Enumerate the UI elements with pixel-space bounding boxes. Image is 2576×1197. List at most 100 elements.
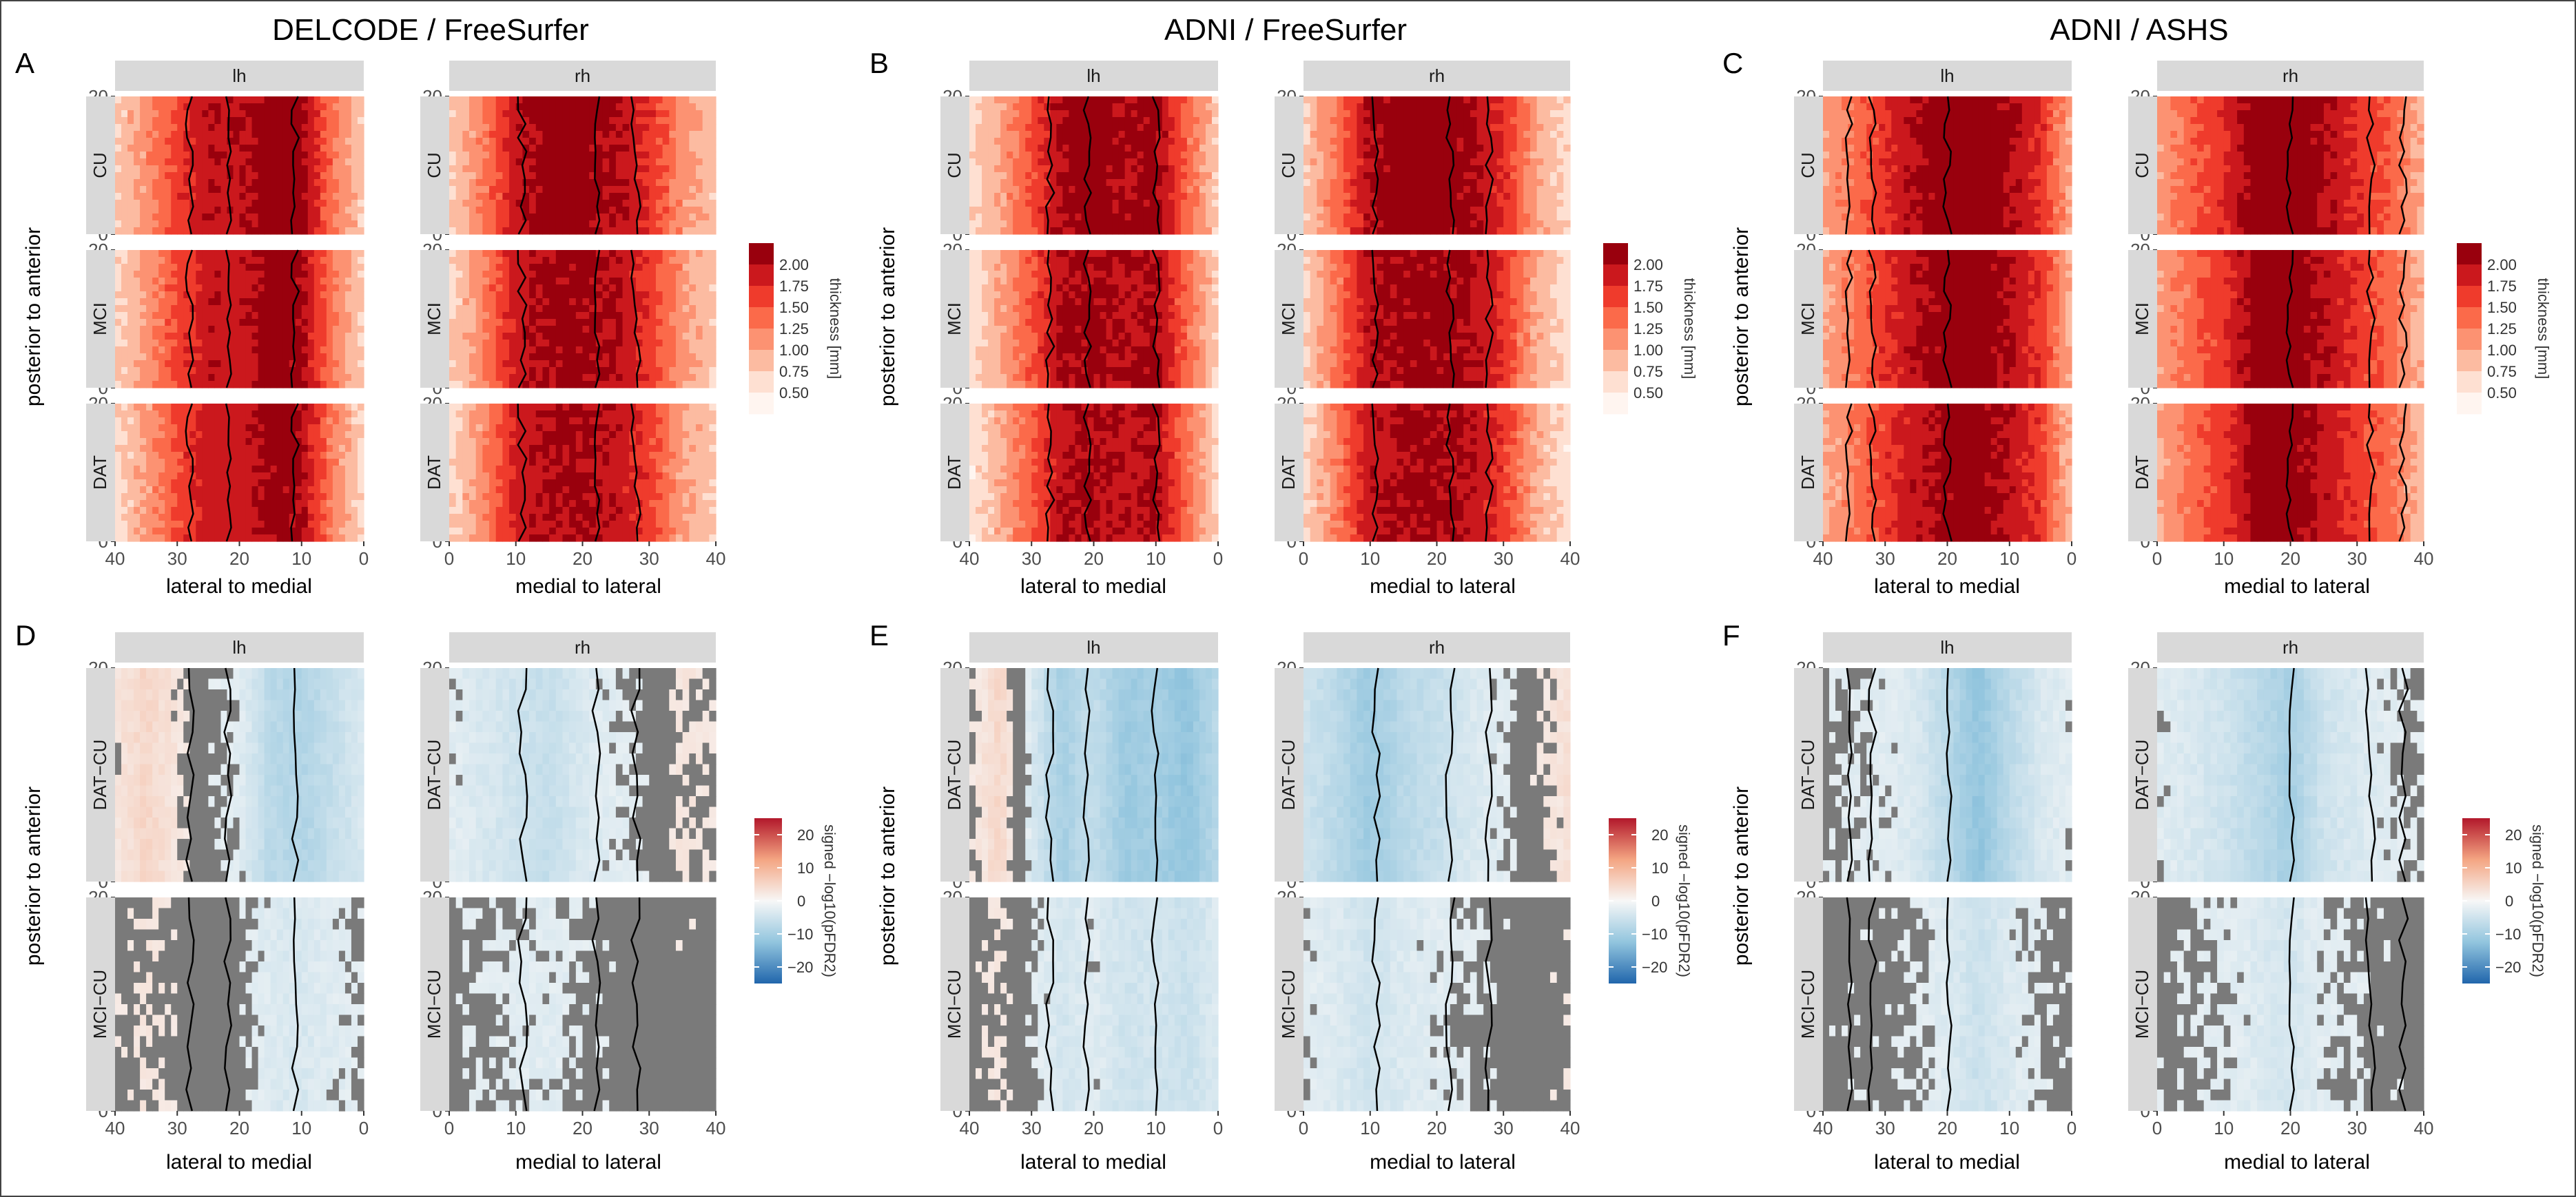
heatmap-cell [615,257,624,264]
heatmap-cell [602,179,610,187]
heatmap-cell [276,528,284,535]
heatmap-cell [655,158,663,166]
heatmap-cell [535,291,544,299]
heatmap-cell [509,424,517,432]
heatmap-cell [475,152,483,159]
heatmap-cell [509,410,517,418]
heatmap-cell [276,271,284,278]
heatmap-cell [245,110,253,118]
heatmap-cell [220,438,228,446]
heatmap-cell [270,346,278,354]
panel-label-A: A [15,47,34,79]
heatmap-cell [702,521,710,528]
heatmap-cell [469,193,477,200]
heatmap-cell [549,514,557,521]
heatmap-cell [689,346,697,354]
heatmap-cell [158,291,165,299]
heatmap-cell [602,152,610,159]
heatmap-cell [602,374,610,382]
heatmap-cell [307,207,315,214]
heatmap-cell [455,186,463,194]
heatmap-cell [562,500,570,508]
heatmap-cell [502,486,510,494]
heatmap-cell [140,291,147,299]
heatmap-cell [264,424,271,432]
heatmap-cell [482,353,490,361]
heatmap-cell [251,152,259,159]
heatmap-cell [542,220,550,228]
heatmap-cell [509,346,517,354]
heatmap-cell [165,298,172,306]
heatmap-cell [615,200,624,207]
heatmap-cell [320,333,327,340]
heatmap-cell [270,410,278,418]
heatmap-cell [171,514,178,521]
heatmap-cell [522,333,530,340]
heatmap-cell [239,466,247,473]
heatmap-cell [258,452,265,459]
heatmap-cell [202,193,209,200]
heatmap-cell [515,145,524,152]
heatmap-cell [589,486,597,494]
heatmap-cell [171,117,178,125]
heatmap-cell [649,479,657,487]
heatmap-cell [282,346,290,354]
heatmap-cell [134,486,141,494]
heatmap-cell [338,346,346,354]
heatmap-cell [489,138,497,145]
heatmap-cell [127,367,134,375]
heatmap-cell [220,103,228,111]
heatmap-cell [449,271,457,278]
heatmap-cell [313,124,321,132]
heatmap-cell [239,158,247,166]
heatmap-cell [642,158,650,166]
heatmap-cell [301,404,309,411]
heatmap-cell [289,500,296,508]
heatmap-cell [629,207,637,214]
heatmap-cell [115,250,122,258]
heatmap-cell [615,404,624,411]
heatmap-cell [575,305,584,313]
heatmap-cell [515,360,524,368]
heatmap-cell [449,445,457,452]
heatmap-cell [208,96,216,104]
heatmap-cell [208,158,216,166]
heatmap-cell [675,165,683,173]
heatmap-cell [270,186,278,194]
heatmap-cell [196,298,203,306]
heatmap-cell [320,507,327,514]
heatmap-cell [127,124,134,132]
heatmap-cell [655,521,663,528]
heatmap-cell [239,96,247,104]
heatmap-cell [622,165,630,173]
heatmap-cell [214,298,222,306]
heatmap-cell [134,271,141,278]
heatmap-cell [469,507,477,514]
heatmap-cell [462,131,470,138]
heatmap-cell [629,145,637,152]
heatmap-cell [245,353,253,361]
panel-A-lh-2: 05101520DAT [86,393,364,552]
heatmap-cell [555,207,564,214]
heatmap-cell [562,438,570,446]
heatmap-cell [535,424,544,432]
hemisphere-strip-lh: lh [115,61,364,91]
heatmap-cell [313,326,321,333]
heatmap-cell [276,514,284,521]
heatmap-cell [515,124,524,132]
heatmap-cell [575,353,584,361]
heatmap-cell [251,214,259,221]
heatmap-cell [695,200,703,207]
heatmap-cell [251,353,259,361]
heatmap-cell [649,528,657,535]
heatmap-cell [115,445,122,452]
heatmap-cell [245,521,253,528]
heatmap-cell [629,507,637,514]
heatmap-cell [502,472,510,480]
heatmap-cell [177,179,184,187]
heatmap-cell [196,479,203,487]
heatmap-cell [196,466,203,473]
heatmap-cell [455,466,463,473]
heatmap-cell [609,179,617,187]
heatmap-cell [301,200,309,207]
